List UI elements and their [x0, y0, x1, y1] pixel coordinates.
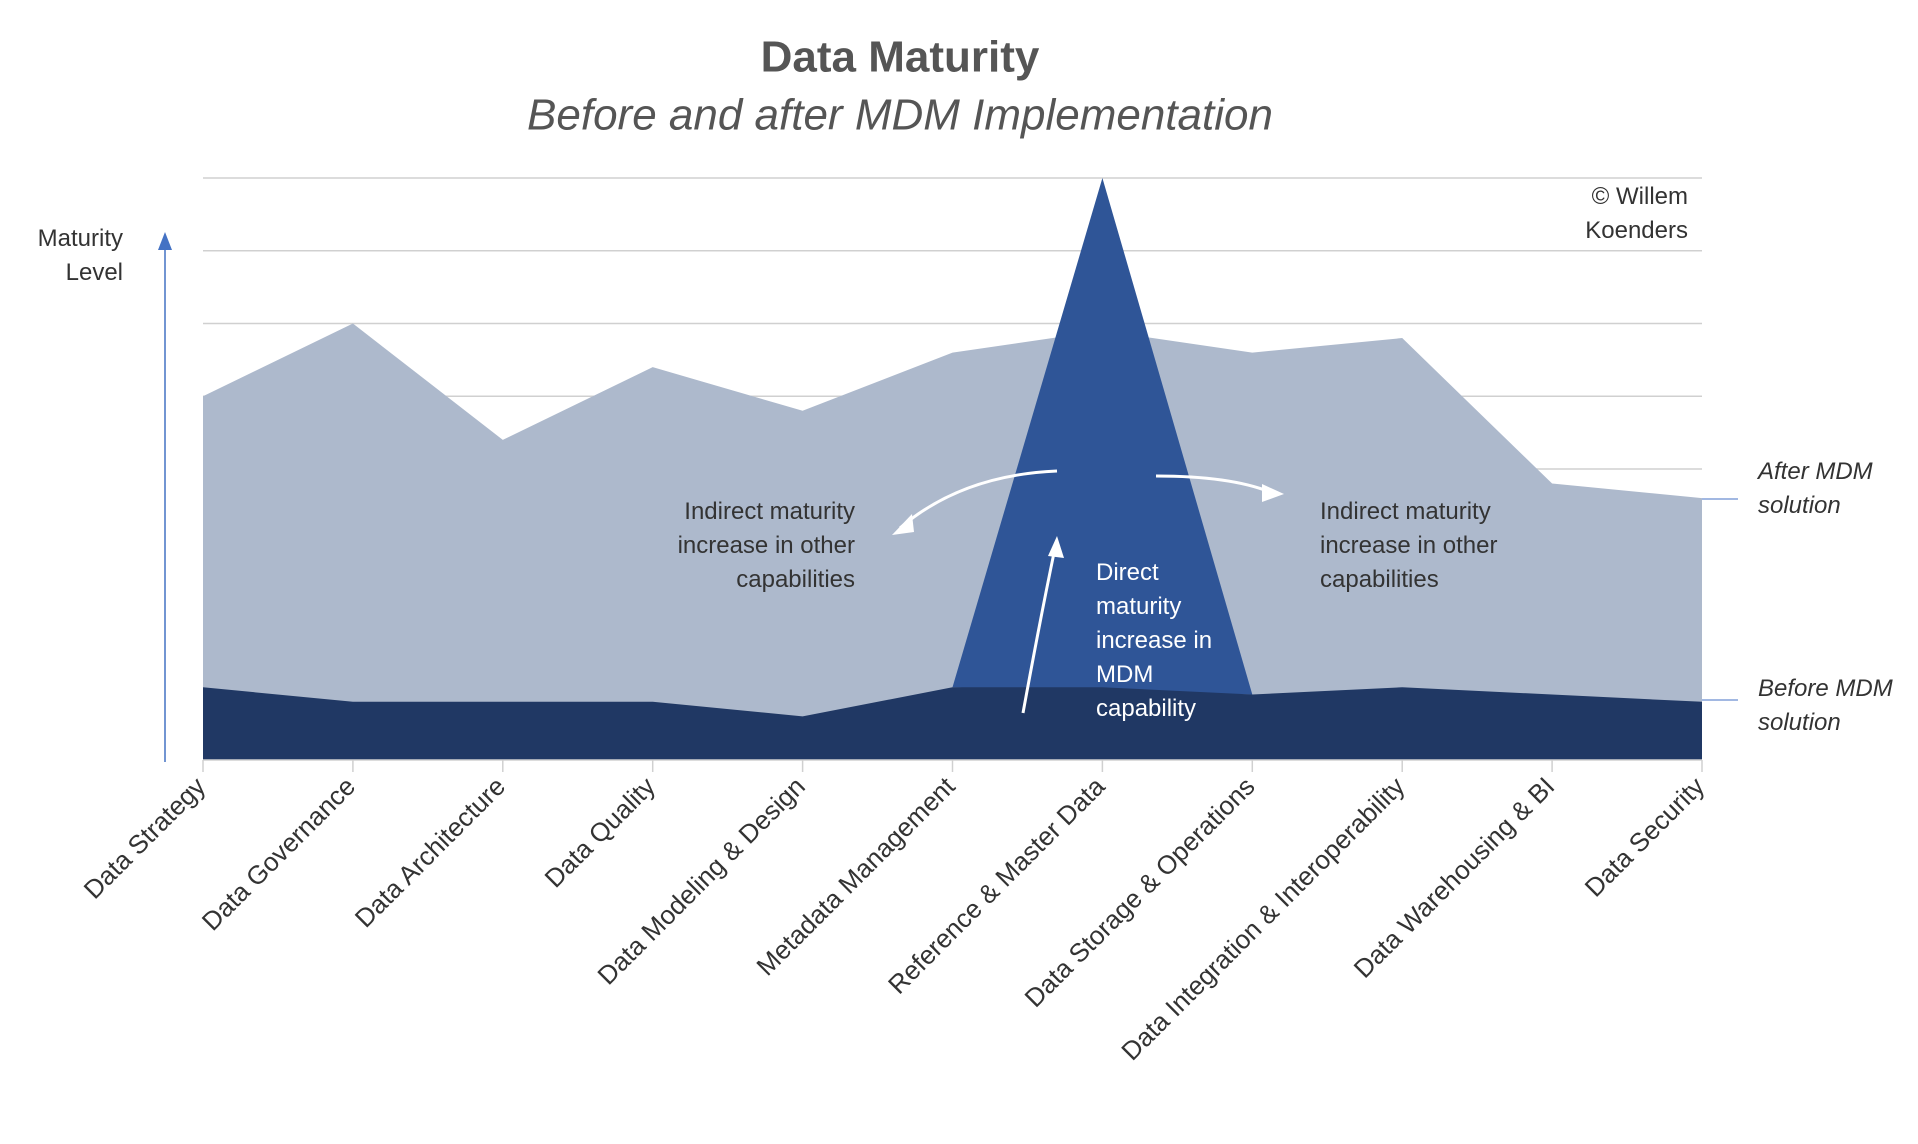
arrowhead [1048, 536, 1064, 558]
annotation: Indirect maturity increase in other capa… [1320, 498, 1498, 593]
annotation: Direct maturity increase in MDM capabili… [1096, 559, 1213, 722]
annotation: Indirect maturity increase in other capa… [677, 498, 855, 593]
arrowhead [892, 514, 914, 535]
area [952, 178, 1253, 695]
y-axis-label: Maturity Level [37, 225, 123, 286]
arrowhead [1262, 484, 1284, 502]
x-tick-label: Data Architecture [349, 771, 511, 933]
chart-title: Data Maturity [761, 33, 1040, 82]
y-axis-arrow [158, 232, 172, 250]
arrow [1155, 474, 1271, 494]
x-tick-label: Data Integration & Interoperability [1115, 771, 1410, 1066]
arrows [899, 469, 1271, 714]
legend-label: Before MDM solution [1758, 675, 1893, 736]
legend-label: After MDM solution [1758, 458, 1873, 519]
x-tick-label: Data Governance [196, 771, 361, 936]
chart-subtitle: Before and after MDM Implementation [527, 91, 1273, 140]
copyright: © Willem Koenders [1585, 183, 1688, 244]
x-tick-label: Data Quality [539, 771, 661, 893]
x-tick-label: Data Strategy [78, 771, 212, 905]
plot-area [203, 178, 1702, 761]
arrowheads [892, 484, 1284, 558]
arrow [1021, 547, 1057, 714]
area [203, 323, 1702, 760]
arrow [899, 469, 1058, 530]
area [203, 687, 1702, 760]
x-tick-label: Data Security [1579, 771, 1711, 903]
